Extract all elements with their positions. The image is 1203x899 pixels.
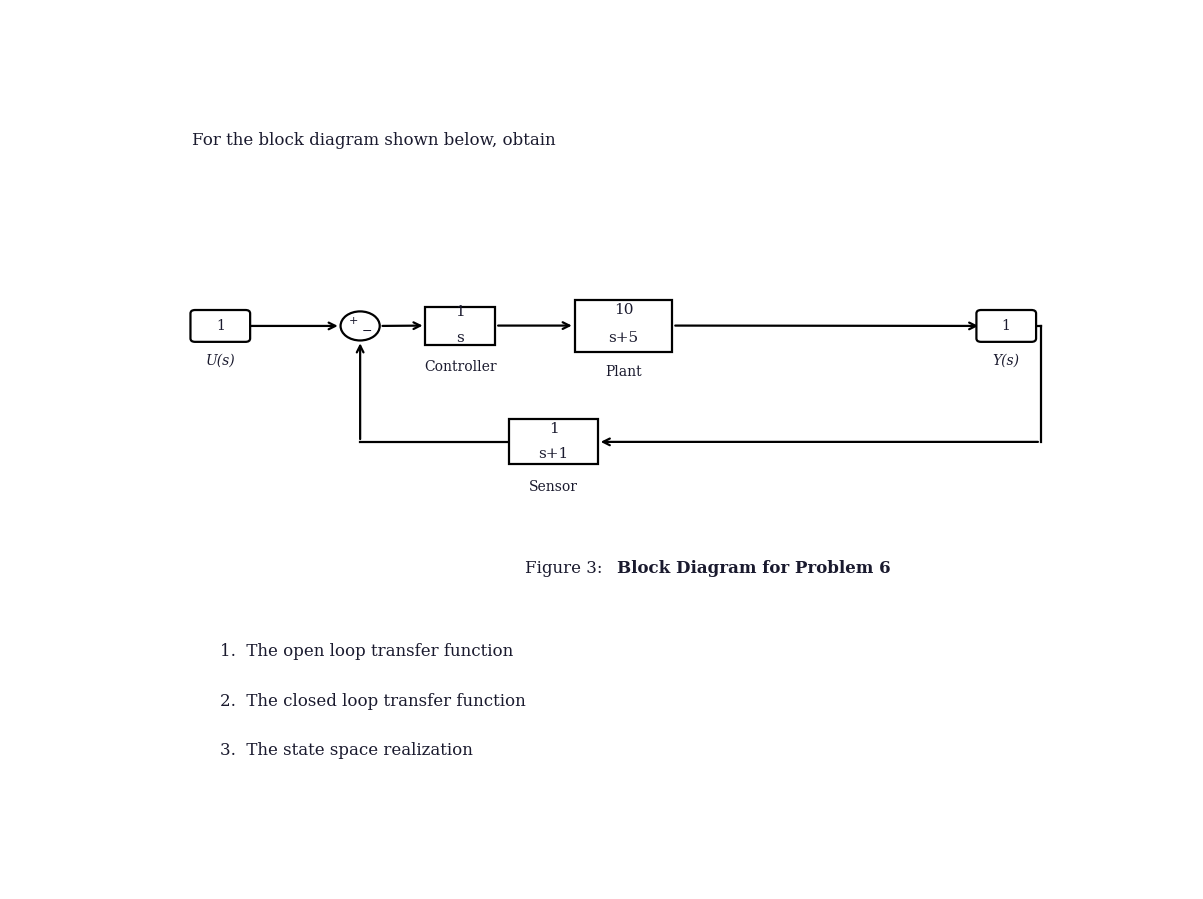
- Text: s: s: [456, 331, 464, 345]
- Text: Block Diagram for Problem 6: Block Diagram for Problem 6: [617, 560, 890, 577]
- Text: 10: 10: [614, 303, 633, 317]
- Text: 1: 1: [1002, 319, 1011, 333]
- Text: Controller: Controller: [425, 360, 497, 374]
- FancyBboxPatch shape: [426, 307, 496, 344]
- FancyBboxPatch shape: [977, 310, 1036, 342]
- Text: +: +: [349, 316, 358, 325]
- Text: For the block diagram shown below, obtain: For the block diagram shown below, obtai…: [192, 132, 556, 149]
- Text: 1: 1: [456, 305, 466, 318]
- Text: U(s): U(s): [206, 353, 235, 368]
- Text: −: −: [362, 325, 372, 337]
- FancyBboxPatch shape: [575, 299, 672, 352]
- Text: 1: 1: [215, 319, 225, 333]
- Text: Sensor: Sensor: [529, 479, 579, 494]
- Text: Y(s): Y(s): [992, 353, 1020, 368]
- FancyBboxPatch shape: [509, 419, 598, 465]
- Text: 1: 1: [549, 422, 558, 436]
- Text: Figure 3:: Figure 3:: [526, 560, 617, 577]
- Text: 1.  The open loop transfer function: 1. The open loop transfer function: [220, 643, 514, 660]
- Text: s+1: s+1: [539, 447, 569, 460]
- FancyBboxPatch shape: [190, 310, 250, 342]
- Text: s+5: s+5: [609, 331, 639, 345]
- Text: Plant: Plant: [605, 365, 642, 379]
- Text: 3.  The state space realization: 3. The state space realization: [220, 743, 473, 760]
- Text: 2.  The closed loop transfer function: 2. The closed loop transfer function: [220, 692, 526, 709]
